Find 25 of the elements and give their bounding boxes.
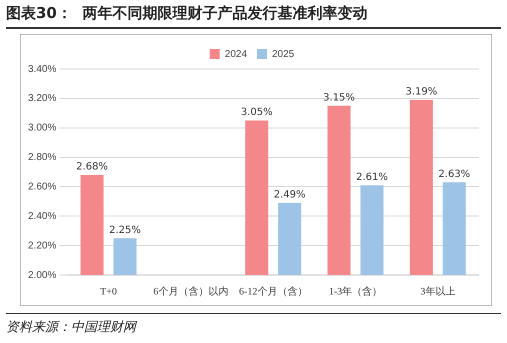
data-label: 3.15% bbox=[323, 92, 355, 104]
x-tick-label: 6个月（含）以内 bbox=[153, 286, 228, 298]
data-label: 3.19% bbox=[405, 86, 438, 98]
data-label: 2.49% bbox=[274, 189, 306, 200]
x-tick-label: 3年以上 bbox=[420, 286, 456, 298]
x-tick-label: 6-12个月（含） bbox=[239, 286, 308, 298]
x-tick-label: 1-3年（含） bbox=[328, 286, 382, 298]
x-tick-label: T+0 bbox=[100, 286, 117, 298]
y-tick-label: 3.00% bbox=[28, 122, 56, 134]
chart-title: 图表30： 两年不同期限理财子产品发行基准利率变动 bbox=[6, 4, 501, 29]
y-tick-label: 2.60% bbox=[28, 181, 56, 192]
y-tick-label: 2.40% bbox=[28, 210, 56, 222]
y-tick-label: 3.20% bbox=[28, 93, 56, 104]
y-tick-label: 2.20% bbox=[28, 240, 56, 252]
legend-label: 2024 bbox=[224, 48, 248, 60]
data-label: 2.68% bbox=[76, 162, 108, 173]
y-tick-label: 2.80% bbox=[28, 152, 56, 164]
legend-label: 2025 bbox=[272, 48, 295, 60]
data-label: 2.61% bbox=[356, 172, 388, 183]
y-tick-label: 3.40% bbox=[28, 64, 56, 75]
text: 资料来源：中国理财网 bbox=[6, 313, 501, 336]
y-tick-label: 2.00% bbox=[28, 270, 56, 281]
data-label: 3.05% bbox=[240, 107, 273, 118]
data-label: 2.63% bbox=[438, 168, 470, 180]
data-label: 2.25% bbox=[109, 224, 141, 236]
